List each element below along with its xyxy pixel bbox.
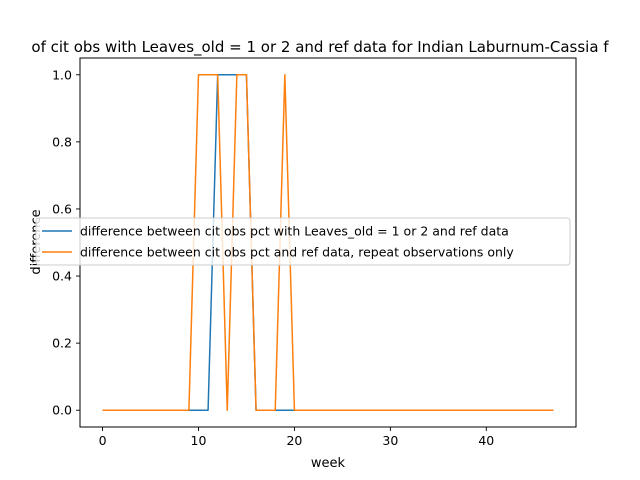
legend-label-series-2: difference between cit obs pct and ref d… xyxy=(80,245,514,260)
legend-frame xyxy=(35,217,571,266)
chart-title: of cit obs with Leaves_old = 1 or 2 and … xyxy=(31,38,609,57)
x-tick-label: 30 xyxy=(382,433,398,448)
y-tick-label: 0.6 xyxy=(52,201,72,216)
x-tick-label: 20 xyxy=(286,433,302,448)
x-axis-ticks: 0 10 20 30 40 xyxy=(99,427,494,448)
x-axis-label: week xyxy=(311,456,346,471)
y-tick-label: 0.2 xyxy=(52,336,72,351)
y-tick-label: 0.4 xyxy=(52,269,72,284)
x-tick-label: 40 xyxy=(478,433,494,448)
x-tick-label: 10 xyxy=(191,433,207,448)
legend-label-series-1: difference between cit obs pct with Leav… xyxy=(80,224,509,239)
series-layer xyxy=(102,74,554,411)
legend: difference between cit obs pct with Leav… xyxy=(35,217,571,266)
y-tick-label: 0.0 xyxy=(52,403,72,418)
y-axis-ticks: 0.0 0.2 0.4 0.6 0.8 1.0 xyxy=(52,67,80,418)
y-tick-label: 1.0 xyxy=(52,67,72,82)
x-tick-label: 0 xyxy=(99,433,107,448)
series-line-2 xyxy=(102,74,554,411)
y-tick-label: 0.8 xyxy=(52,134,72,149)
